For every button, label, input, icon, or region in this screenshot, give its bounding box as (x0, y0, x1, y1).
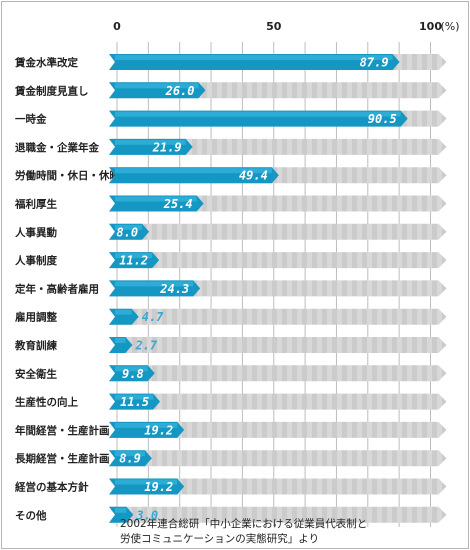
bar-highlight (115, 111, 401, 117)
x-axis: 0 50 100(%) (113, 20, 459, 33)
bar-row: 安全衛生 9.8 (15, 365, 447, 382)
bar-track (109, 421, 447, 438)
value-label: 21.9 (152, 140, 182, 154)
bar-row: 長期経営・生産計画 8.9 (15, 450, 447, 467)
bar-highlight (115, 196, 197, 202)
x-unit-label: (%) (441, 20, 460, 33)
bar-row: 人事制度 11.2 (15, 252, 447, 269)
bar-row: 生産性の向上 11.5 (15, 393, 447, 410)
bar-highlight (115, 479, 178, 485)
value-label: 19.2 (144, 480, 173, 494)
value-label: 8.9 (119, 452, 141, 466)
value-label: 49.4 (239, 169, 268, 183)
category-label: その他 (15, 509, 47, 522)
category-label: 経営の基本方針 (15, 481, 89, 494)
category-label: 人事制度 (15, 254, 57, 267)
bar-highlight (115, 366, 148, 372)
bar-highlight (115, 281, 194, 287)
bar-highlight (115, 451, 145, 457)
bar-row: その他 3.0 (15, 506, 447, 523)
value-label: 90.5 (368, 112, 397, 126)
source-note-line2: 労使コミュニケーションの実態研究」より (120, 533, 320, 545)
category-label: 賃金制度見直し (14, 84, 89, 97)
source-note: 2002年連合総研「中小企業における従業員代表制と 労使コミュニケーションの実態… (120, 517, 460, 547)
bar-highlight (115, 139, 186, 145)
bar-highlight (115, 507, 127, 513)
x-tick-label: 100 (419, 20, 442, 33)
bar-track (109, 308, 447, 325)
value-label: 87.9 (360, 56, 389, 70)
bar-highlight (115, 422, 178, 428)
value-label: 4.7 (142, 310, 164, 324)
category-label: 雇用調整 (15, 311, 57, 324)
category-label: 定年・高齢者雇用 (14, 282, 99, 295)
bar-track (109, 252, 447, 269)
x-tick-label: 0 (113, 20, 121, 33)
value-label: 24.3 (159, 282, 189, 296)
category-label: 人事異動 (15, 226, 57, 239)
source-note-line1: 2002年連合総研「中小企業における従業員代表制と (120, 518, 368, 530)
bars: 賃金水準改定 87.9 賃金制度見直し 26.0 一時金 90.5 退職金・企業年金 21.9… (14, 54, 447, 523)
bar-row: 雇用調整 4.7 (15, 308, 447, 325)
bar-row: 労働時間・休日・休暇 49.4 (15, 167, 447, 184)
value-label: 3.0 (135, 508, 158, 522)
bar-row: 賃金制度見直し 26.0 (14, 82, 447, 99)
bar-track (109, 138, 447, 155)
bar-row: 経営の基本方針 19.2 (15, 478, 447, 495)
bar-row: 賃金水準改定 87.9 (14, 54, 447, 70)
bar-track (109, 223, 447, 240)
category-label: 一時金 (15, 113, 47, 126)
value-label: 25.4 (163, 197, 193, 211)
bar-track (109, 337, 447, 353)
value-label: 11.5 (120, 395, 149, 409)
bar-highlight (115, 83, 199, 89)
value-label: 9.8 (122, 367, 144, 381)
value-label: 8.0 (116, 225, 138, 239)
bar-row: 年間経営・生産計画 19.2 (15, 421, 447, 438)
bar-highlight (115, 55, 393, 60)
bar-row: 退職金・企業年金 21.9 (15, 138, 447, 155)
bar (109, 337, 133, 353)
bar-highlight (115, 168, 272, 174)
x-tick-label: 50 (266, 20, 282, 33)
bar-highlight (115, 253, 153, 259)
bar-track (109, 365, 447, 382)
value-label: 2.7 (134, 339, 157, 353)
value-label: 11.2 (119, 254, 148, 268)
category-label: 福利厚生 (14, 198, 57, 211)
bar-row: 一時金 90.5 (15, 110, 447, 127)
value-label: 19.2 (144, 423, 173, 437)
category-label: 年間経営・生産計画 (15, 424, 110, 437)
bar-track (109, 506, 447, 523)
bar-row: 人事異動 8.0 (15, 223, 447, 240)
bar-track (109, 393, 447, 410)
bar-highlight (115, 224, 143, 230)
bar-track (109, 450, 447, 467)
category-label: 長期経営・生産計画 (15, 452, 110, 465)
bar-row: 福利厚生 25.4 (14, 195, 447, 212)
category-label: 生産性の向上 (15, 396, 78, 409)
category-label: 安全衛生 (15, 367, 57, 380)
bar-row: 定年・高齢者雇用 24.3 (14, 280, 447, 297)
category-label: 退職金・企業年金 (15, 141, 99, 154)
value-label: 26.0 (165, 84, 195, 98)
category-label: 労働時間・休日・休暇 (15, 169, 120, 182)
bar-track (109, 478, 447, 495)
category-label: 賃金水準改定 (14, 56, 78, 69)
bar-highlight (115, 309, 132, 315)
category-label: 教育訓練 (14, 339, 57, 352)
bar-highlight (115, 394, 154, 400)
bar-highlight (115, 338, 126, 343)
bar-row: 教育訓練 2.7 (14, 337, 447, 353)
